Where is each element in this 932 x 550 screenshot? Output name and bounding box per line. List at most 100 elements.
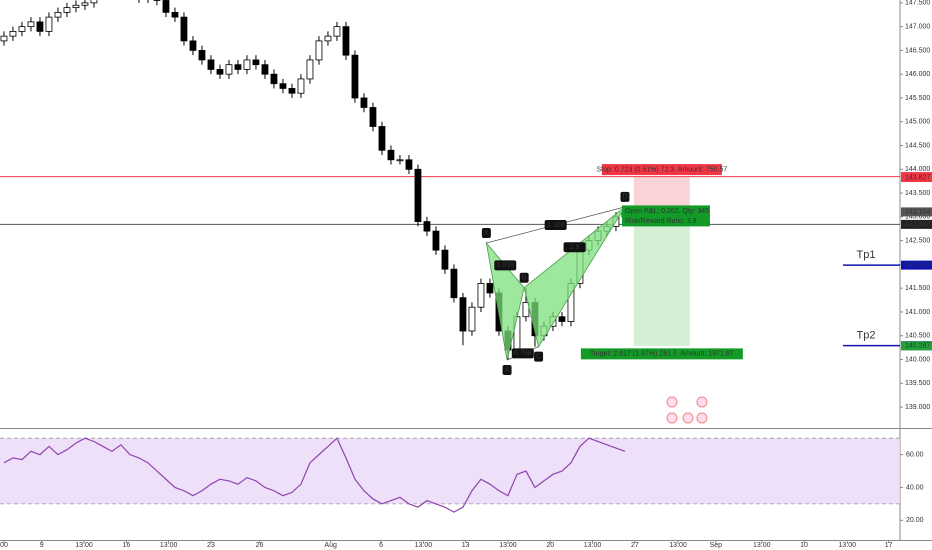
y-tick-label: 147.000 bbox=[905, 23, 930, 30]
ratio-box bbox=[563, 242, 586, 253]
y-tick-label: 144.000 bbox=[905, 166, 930, 173]
point-box bbox=[519, 272, 529, 283]
candle-body bbox=[414, 168, 422, 223]
candle-body bbox=[45, 16, 53, 32]
point-label: D bbox=[622, 194, 627, 201]
candle-body bbox=[162, 0, 170, 13]
candle-body bbox=[234, 64, 242, 70]
target-zone bbox=[633, 211, 690, 346]
candle-body bbox=[342, 26, 350, 56]
y-tick-label: 147.500 bbox=[905, 0, 930, 7]
x-tick-label: Sep bbox=[710, 542, 723, 549]
candle-body bbox=[36, 21, 44, 32]
event-icon bbox=[666, 396, 678, 408]
candle-body bbox=[288, 88, 296, 94]
candle-body bbox=[189, 40, 197, 51]
price-tag-label: 143.104 bbox=[905, 209, 930, 216]
point-label: C bbox=[536, 354, 541, 361]
candle-body bbox=[198, 50, 206, 61]
position-label-box bbox=[621, 215, 710, 227]
candle-body bbox=[387, 149, 395, 161]
candle-body bbox=[522, 302, 530, 318]
price-tag bbox=[901, 173, 932, 183]
price-tag-label: 142.842 bbox=[905, 221, 930, 228]
y-tick-label: 139.000 bbox=[905, 404, 930, 411]
candle-body bbox=[180, 16, 188, 42]
event-icon bbox=[682, 412, 694, 424]
candle-body bbox=[0, 35, 8, 42]
candle-body bbox=[432, 230, 440, 251]
y-tick-label: 141.000 bbox=[905, 309, 930, 316]
candle-body bbox=[270, 73, 278, 85]
x-tick-label: 13:00 bbox=[499, 542, 517, 549]
price-tag bbox=[901, 260, 932, 270]
ratio-label: 0.539 bbox=[496, 262, 514, 269]
point-box bbox=[620, 191, 630, 202]
candle-body bbox=[306, 59, 314, 80]
candle-body bbox=[243, 59, 251, 70]
candle-body bbox=[81, 2, 89, 6]
rsi-pane bbox=[0, 437, 900, 513]
x-tick-label: 13:00 bbox=[838, 542, 856, 549]
x-tick-label: 00 bbox=[0, 542, 8, 549]
level-label: Tp2 bbox=[857, 330, 876, 342]
candle-body bbox=[333, 26, 341, 37]
event-icon bbox=[666, 412, 678, 424]
candle-body bbox=[558, 316, 566, 322]
x-tick-label: 6 bbox=[379, 542, 383, 549]
candle-body bbox=[378, 126, 386, 151]
rsi-band bbox=[0, 438, 900, 504]
candle-body bbox=[207, 59, 215, 70]
candle-body bbox=[72, 4, 80, 9]
position-label: Open P&L: 0.262, Qty: 345 bbox=[625, 208, 709, 215]
candle-body bbox=[351, 54, 359, 99]
event-icons bbox=[666, 396, 708, 424]
position-label-box bbox=[601, 164, 722, 176]
ratio-label: 1.306 bbox=[547, 222, 565, 229]
candle-body bbox=[216, 69, 224, 75]
y-tick-label: 144.500 bbox=[905, 142, 930, 149]
candle-body bbox=[18, 26, 26, 32]
x-tick-label: 26 bbox=[256, 542, 264, 549]
point-label: X bbox=[484, 230, 489, 237]
price-pane: Tp1 Tp2 0.539 0.788 1.306 2.8 X A B C D Stop: 0.723… bbox=[0, 0, 900, 375]
rsi-line bbox=[3, 437, 626, 513]
x-tick-label: 10 bbox=[800, 542, 808, 549]
x-tick-label: 9 bbox=[40, 542, 44, 549]
candle-body bbox=[486, 283, 494, 294]
candle-body bbox=[261, 64, 269, 75]
y-tick-label: 142.500 bbox=[905, 237, 930, 244]
point-box bbox=[481, 228, 491, 239]
rsi-y-tick-label: 20.00 bbox=[906, 517, 924, 524]
x-tick-label: 13:00 bbox=[75, 542, 93, 549]
y-tick-label: 146.000 bbox=[905, 71, 930, 78]
x-tick-label: 13:00 bbox=[415, 542, 433, 549]
ratio-box bbox=[494, 260, 517, 271]
y-tick-label: 140.000 bbox=[905, 356, 930, 363]
price-tag bbox=[901, 219, 932, 229]
x-tick-label: 23 bbox=[207, 542, 215, 549]
price-tag bbox=[901, 207, 932, 217]
position-label-box bbox=[580, 348, 743, 360]
x-tick-label: 27 bbox=[631, 542, 639, 549]
price-tag-label: 143.827 bbox=[905, 174, 930, 181]
candle-body bbox=[279, 83, 287, 89]
candle-body bbox=[297, 78, 305, 94]
position-label: Stop: 0.723 (0.51%) 72.3, Amount: 750.57 bbox=[596, 166, 727, 173]
candle-body bbox=[459, 297, 467, 332]
price-tag-label: 140.287 bbox=[905, 343, 930, 350]
x-tick-label: 17 bbox=[885, 542, 893, 549]
x-tick-label: 20 bbox=[546, 542, 554, 549]
candle-body bbox=[468, 306, 476, 332]
point-label: A bbox=[505, 367, 510, 374]
candle-body bbox=[369, 107, 377, 127]
x-tick-label: Aug bbox=[324, 542, 337, 549]
y-tick-label: 139.500 bbox=[905, 380, 930, 387]
candle-body bbox=[315, 40, 323, 61]
point-box bbox=[502, 364, 512, 375]
y-tick-label: 141.500 bbox=[905, 285, 930, 292]
candle-body bbox=[360, 97, 368, 108]
x-tick-label: 13:00 bbox=[160, 542, 178, 549]
candle-body bbox=[441, 249, 449, 270]
